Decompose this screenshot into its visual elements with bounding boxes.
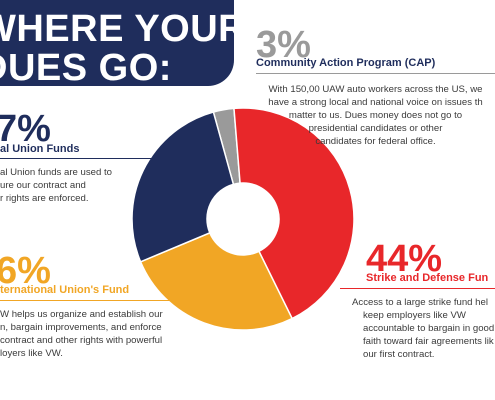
cap-description-line: candidates for federal office. — [315, 136, 436, 147]
international-title: ternational Union's Fund — [0, 284, 130, 296]
international-percent: 6% — [0, 250, 51, 292]
cap-divider — [256, 73, 495, 75]
local-title: al Union Funds — [0, 143, 80, 155]
international-description-line: contract and other rights with powerful — [0, 335, 163, 346]
cap-title: Community Action Program (CAP) — [256, 57, 436, 69]
strike-description-line: our first contract. — [363, 349, 435, 360]
strike-percent: 44% — [366, 238, 443, 280]
cap-percent: 3% — [256, 24, 311, 66]
international-description-line: W helps us organize and establish our — [0, 309, 163, 320]
cap-description-line: presidential candidates or other — [308, 123, 443, 134]
title-line-2: DUES GO: — [0, 47, 172, 89]
local-percent: 7% — [0, 108, 51, 150]
cap-description-line: have a strong local and national voice o… — [268, 97, 483, 108]
international-description-line: loyers like VW. — [0, 348, 63, 359]
title-banner: WHERE YOUR DUES GO: — [0, 0, 246, 89]
local-description: al Union funds are used to ure our contr… — [0, 166, 150, 205]
local-description-line: al Union funds are used to — [0, 167, 113, 178]
local-divider — [0, 158, 160, 160]
international-union-slice — [139, 231, 294, 331]
international-description-line: n, bargain improvements, and enforce — [0, 322, 162, 333]
strike-title: Strike and Defense Fun — [366, 272, 489, 284]
local-description-line: ure our contract and — [0, 180, 86, 191]
strike-description-line: keep employers like VW — [363, 310, 466, 321]
cap-description-line: matter to us. Dues money does not go to — [288, 110, 463, 121]
cap-description-line: With 150,00 UAW auto workers across the … — [268, 84, 483, 95]
local-description-line: r rights are enforced. — [0, 193, 89, 204]
international-divider — [0, 300, 175, 302]
strike-defense-slice — [233, 107, 355, 320]
strike-description-line: faith toward fair agreements lik — [363, 336, 494, 347]
strike-divider — [340, 288, 495, 290]
cap-description: With 150,00 UAW auto workers across the … — [256, 83, 495, 148]
international-description: W helps us organize and establish our n,… — [0, 308, 180, 360]
strike-description: Access to a large strike fund hel keep e… — [352, 296, 495, 361]
strike-description-line: accountable to bargain in good — [363, 323, 495, 334]
strike-description-line: Access to a large strike fund hel — [352, 297, 488, 308]
local-union-slice — [131, 111, 235, 263]
title-line-1: WHERE YOUR — [0, 8, 247, 50]
